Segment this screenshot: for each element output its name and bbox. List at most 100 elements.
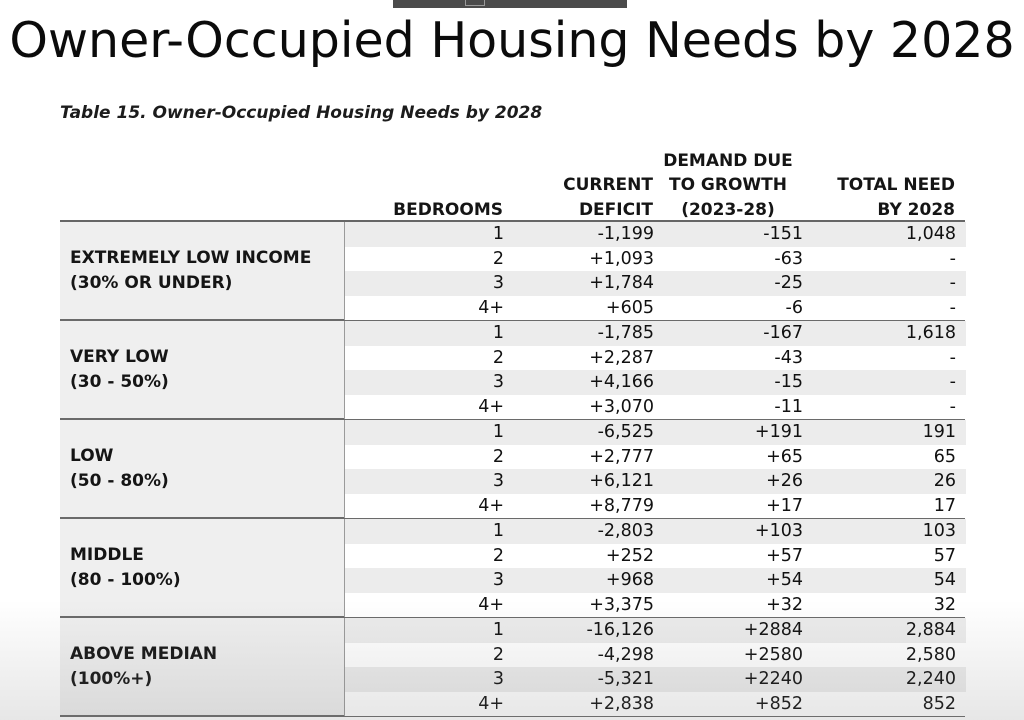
current-deficit-cell: +252 [605,545,654,566]
bedrooms-cell: 1 [492,323,504,344]
bedrooms-cell: 1 [492,422,504,443]
window-top-bar [393,0,627,8]
demand-growth-cell: +65 [766,446,803,467]
demand-growth-cell: +57 [766,545,803,566]
total-need-cell: 32 [933,594,956,615]
current-deficit-cell: +1,093 [589,248,654,269]
income-group-label-line1: LOW [70,446,114,466]
table-caption: Table 15. Owner-Occupied Housing Needs b… [60,103,543,123]
header-current-deficit-line1: CURRENT [563,175,653,195]
total-need-cell: - [949,347,956,368]
demand-growth-cell: +103 [754,521,803,542]
income-group: VERY LOW (30 - 50%) 1 -1,785 -167 1,618 2 +2,28… [60,321,966,420]
bedrooms-cell: 3 [492,471,504,492]
demand-growth-cell: +32 [766,594,803,615]
current-deficit-cell: +2,777 [589,446,654,467]
total-need-cell: 17 [933,495,956,516]
total-need-cell: 2,240 [905,669,956,690]
header-demand-growth: DEMAND DUE TO GROWTH (2023-28) [650,144,806,222]
bedrooms-cell: 2 [492,347,504,368]
bedrooms-cell: 4+ [478,495,504,516]
current-deficit-cell: -5,321 [597,669,654,690]
bedrooms-cell: 2 [492,545,504,566]
table-row: 4+ +605 -6 - [345,295,966,320]
total-need-cell: 54 [933,570,956,591]
current-deficit-cell: -16,126 [586,620,654,641]
demand-growth-cell: +852 [754,693,803,714]
table-row: 1 -16,126 +2884 2,884 [345,618,966,643]
income-group-rows: 1 -6,525 +191 191 2 +2,777 +65 65 3 +6,121 +26 26 4+… [344,420,966,518]
demand-growth-cell: +2240 [743,669,803,690]
current-deficit-cell: -2,803 [597,521,654,542]
current-deficit-cell: +968 [605,570,654,591]
total-need-cell: 26 [933,471,956,492]
demand-growth-cell: -11 [774,396,803,417]
table-row: 1 -6,525 +191 191 [345,420,966,445]
income-group-rows: 1 -1,199 -151 1,048 2 +1,093 -63-3 +1,784 -25-4+… [344,222,966,320]
income-group-label-line2: (30 - 50%) [70,371,169,392]
header-current-deficit: CURRENT DEFICIT [500,144,653,222]
income-group: ABOVE MEDIAN (100%+) 1 -16,126 +2884 2,884 2 -4… [60,618,966,717]
bedrooms-cell: 2 [492,644,504,665]
table-row: 1 -2,803 +103 103 [345,519,966,544]
income-group-label-line2: (100%+) [70,668,153,689]
demand-growth-cell: +54 [766,570,803,591]
table-row: 2 +252 +57 57 [345,543,966,568]
demand-growth-cell: -15 [774,372,803,393]
current-deficit-cell: +4,166 [589,372,654,393]
table-row: 2 +1,093 -63 - [345,246,966,271]
total-need-cell: 1,048 [905,224,956,245]
income-group-label-line1: ABOVE MEDIAN [70,644,218,664]
table-row: 2 +2,777 +65 65 [345,444,966,469]
table-row: 3 +4,166 -15 - [345,370,966,395]
income-group-label: ABOVE MEDIAN (100%+) [60,618,344,715]
table-row: 3 +968 +54 54 [345,568,966,593]
income-group-label-line1: MIDDLE [70,545,144,565]
header-bedrooms: BEDROOMS [344,144,503,222]
current-deficit-cell: +1,784 [589,273,654,294]
income-group-rows: 1 -2,803 +103 103 2 +252 +57 57 3 +968 +54 54 4+ +3,3… [344,519,966,617]
table-row: 3 +1,784 -25 - [345,271,966,296]
demand-growth-cell: -25 [774,273,803,294]
current-deficit-cell: +6,121 [589,471,654,492]
bedrooms-cell: 4+ [478,396,504,417]
top-bar-tab [465,0,485,6]
header-bedrooms-line: BEDROOMS [393,199,503,220]
bedrooms-cell: 4+ [478,297,504,318]
total-need-cell: 2,884 [905,620,956,641]
income-group: LOW (50 - 80%) 1 -6,525 +191 191 2 +2,777 +65 65 3… [60,420,966,519]
income-group-label-line2: (50 - 80%) [70,470,169,491]
bedrooms-cell: 1 [492,521,504,542]
bedrooms-cell: 3 [492,669,504,690]
header-demand-line2: TO GROWTH [668,175,788,195]
header-divider [60,220,965,222]
current-deficit-cell: -1,199 [597,224,654,245]
total-need-cell: 103 [922,521,956,542]
table-row: 1 -1,785 -167 1,618 [345,321,966,346]
income-group: MIDDLE (80 - 100%) 1 -2,803 +103 103 2 +252 +57 5… [60,519,966,618]
income-group: EXTREMELY LOW INCOME (30% OR UNDER) 1 -1,19… [60,222,966,321]
total-need-cell: 57 [933,545,956,566]
demand-growth-cell: +17 [766,495,803,516]
current-deficit-cell: +3,070 [589,396,654,417]
demand-growth-cell: -151 [763,224,803,245]
income-group-rows: 1 -16,126 +2884 2,884 2 -4,298 +2580 2,580 3 -5,3… [344,618,966,716]
current-deficit-cell: +2,287 [589,347,654,368]
demand-growth-cell: -167 [763,323,803,344]
income-group-label: VERY LOW (30 - 50%) [60,321,344,418]
bedrooms-cell: 4+ [478,594,504,615]
demand-growth-cell: +2884 [743,620,803,641]
table-row: 4+ +3,375 +32 32 [345,592,966,617]
current-deficit-cell: +605 [605,297,654,318]
current-deficit-cell: -1,785 [597,323,654,344]
demand-growth-cell: +2580 [743,644,803,665]
table-row: 4+ +8,779 +17 17 [345,493,966,518]
income-group-label-line1: VERY LOW [70,347,169,367]
header-total-need-line1: TOTAL NEED [837,175,955,195]
demand-growth-cell: -43 [774,347,803,368]
income-group-label: LOW (50 - 80%) [60,420,344,517]
slide-title: Owner-Occupied Housing Needs by 2028 [9,12,1015,69]
income-group-label-line1: EXTREMELY LOW INCOME [70,248,312,268]
table-row: 2 +2,287 -43 - [345,345,966,370]
demand-growth-cell: +191 [754,422,803,443]
